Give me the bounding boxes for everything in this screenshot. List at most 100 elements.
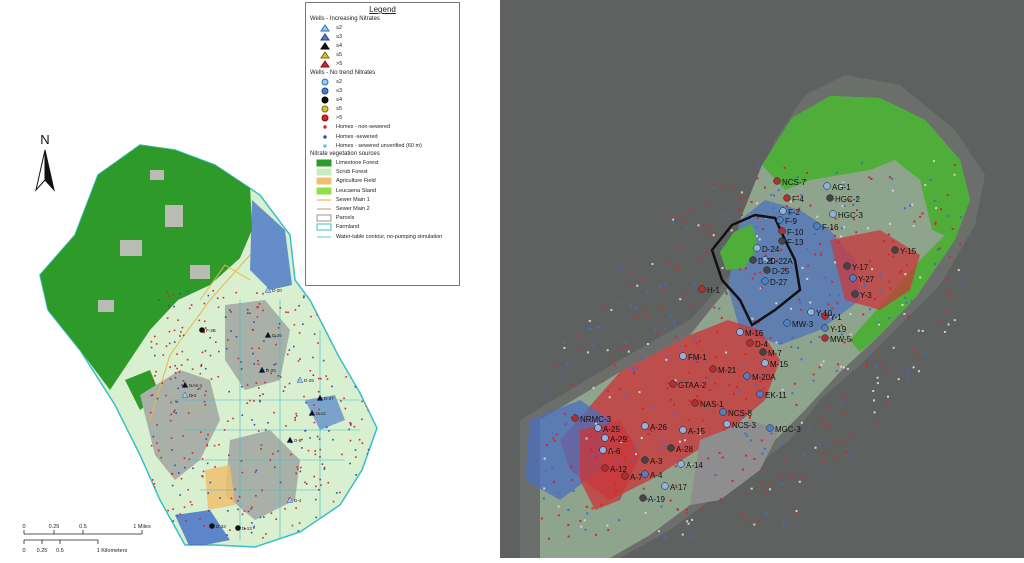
home-point — [275, 363, 277, 365]
home-point — [299, 358, 301, 360]
home-point — [359, 290, 361, 293]
home-point — [548, 537, 550, 540]
home-point — [606, 524, 609, 527]
home-point — [707, 378, 710, 380]
well-label: MGC-3 — [775, 425, 801, 434]
home-point — [227, 420, 229, 422]
home-point — [586, 512, 589, 515]
home-point — [679, 440, 681, 443]
box-symbol-icon — [316, 168, 332, 176]
home-point — [724, 213, 727, 216]
home-point — [702, 224, 705, 227]
home-point — [323, 537, 325, 540]
well-label: HGC-2 — [835, 195, 860, 204]
home-point — [202, 475, 204, 478]
well-marker — [766, 424, 774, 432]
line-symbol-icon — [316, 205, 332, 213]
home-point — [614, 490, 617, 493]
home-point — [218, 443, 220, 446]
home-point — [684, 439, 686, 442]
scale-miles-2: 0.5 — [79, 524, 87, 530]
home-point — [740, 214, 743, 216]
home-point — [676, 270, 679, 272]
home-point — [898, 271, 901, 274]
home-point — [304, 430, 306, 432]
home-point — [897, 378, 900, 381]
left-wells-layer: F-3B D-26 D-25 D-29 D-12 D-27 D-20 D-8 NAS-1 D-4 D… — [181, 286, 334, 531]
well-marker — [829, 210, 837, 218]
well-label: A-25 — [603, 425, 620, 434]
home-point — [834, 217, 837, 220]
home-point — [589, 328, 592, 330]
home-point — [660, 505, 663, 508]
home-point — [253, 400, 255, 402]
legend-item: Farmland — [310, 223, 455, 232]
home-point — [332, 438, 334, 441]
home-point — [709, 231, 712, 234]
well-marker — [209, 523, 215, 529]
well-label: F-16 — [822, 223, 839, 232]
home-point — [348, 316, 350, 318]
home-point — [543, 387, 545, 390]
home-point — [234, 488, 236, 491]
home-point — [801, 266, 804, 269]
home-point — [171, 484, 174, 487]
home-point — [677, 508, 679, 511]
home-point — [209, 337, 211, 339]
well-marker — [181, 391, 189, 398]
home-point — [199, 372, 202, 375]
home-point — [253, 363, 255, 365]
home-point — [151, 479, 154, 481]
legend-item: Water-table contour, no-pumping simulati… — [310, 232, 455, 241]
home-point — [301, 438, 303, 441]
home-point — [919, 215, 922, 218]
home-point — [798, 480, 801, 483]
home-point — [201, 458, 204, 460]
well-marker — [181, 381, 189, 388]
well-label: D-20 — [272, 288, 282, 293]
home-point — [349, 462, 351, 465]
well-label: Y-15 — [900, 247, 917, 256]
home-point — [175, 400, 177, 403]
home-point — [761, 452, 764, 455]
home-point — [313, 475, 315, 478]
home-point — [837, 241, 840, 244]
home-point — [855, 196, 858, 199]
home-point — [947, 214, 950, 217]
home-point — [591, 507, 594, 510]
home-point — [744, 267, 747, 270]
home-point — [174, 409, 176, 412]
well-label: A-17 — [670, 483, 687, 492]
well-marker — [264, 286, 272, 293]
home-point — [878, 322, 880, 325]
well-marker — [773, 177, 781, 185]
home-point — [177, 319, 179, 321]
home-point — [263, 516, 265, 518]
home-point — [282, 390, 285, 392]
home-point — [782, 524, 785, 527]
home-point — [259, 516, 262, 519]
home-point — [352, 314, 354, 316]
home-point — [317, 390, 320, 393]
home-point — [740, 191, 743, 194]
home-point — [754, 272, 757, 275]
home-point — [294, 309, 297, 311]
well-label: A-14 — [686, 461, 703, 470]
home-point — [638, 391, 641, 394]
home-point — [607, 528, 610, 531]
home-point — [150, 411, 152, 414]
home-point — [876, 382, 879, 385]
well-marker — [759, 348, 767, 356]
home-point — [708, 389, 711, 391]
legend-item-label: ≤2 — [336, 78, 343, 85]
well-marker — [749, 256, 757, 264]
home-point — [872, 390, 875, 392]
home-point — [335, 492, 338, 494]
home-point — [570, 465, 573, 468]
home-point — [649, 348, 651, 351]
well-marker — [776, 216, 784, 224]
legend-item-label: Homes - non-sewered — [336, 124, 391, 131]
home-point — [873, 297, 876, 300]
home-point — [790, 213, 793, 216]
home-point — [358, 438, 361, 441]
